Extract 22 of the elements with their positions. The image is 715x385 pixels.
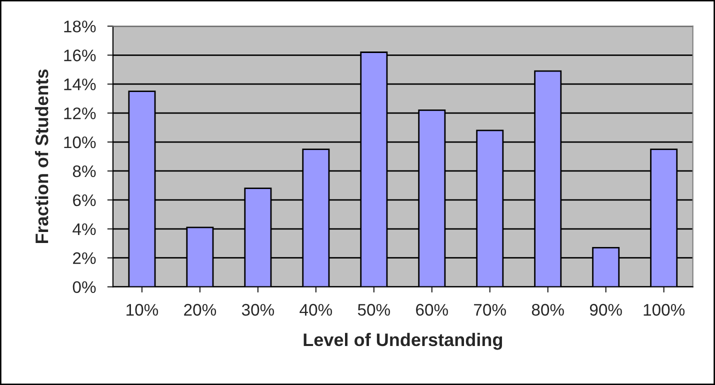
y-tick-label: 14%: [64, 78, 96, 90]
y-tick-label: 8%: [72, 165, 96, 178]
x-tick-label: 30%: [242, 304, 274, 316]
x-tick-label: 50%: [358, 304, 390, 316]
x-tick-label: 90%: [590, 304, 622, 316]
y-axis-title: Fraction of Students: [35, 69, 48, 244]
x-axis-title: Level of Understanding: [304, 332, 502, 350]
y-tick-label: 0%: [72, 281, 96, 294]
y-tick-label: 12%: [64, 107, 96, 120]
y-tick-label: 2%: [73, 252, 96, 264]
y-tick-label: 4%: [72, 223, 96, 236]
x-tick-label: 10%: [126, 304, 158, 316]
x-tick-label: 70%: [474, 304, 506, 316]
x-tick-label: 100%: [644, 304, 685, 316]
x-tick-label: 80%: [532, 304, 564, 316]
x-tick-label: 20%: [184, 304, 216, 316]
y-tick-label: 10%: [64, 136, 96, 148]
y-tick-label: 6%: [73, 194, 96, 206]
y-tick-label: 18%: [64, 20, 96, 32]
x-tick-label: 60%: [416, 304, 448, 316]
y-tick-label: 16%: [64, 50, 96, 62]
x-tick-label: 40%: [300, 304, 332, 316]
